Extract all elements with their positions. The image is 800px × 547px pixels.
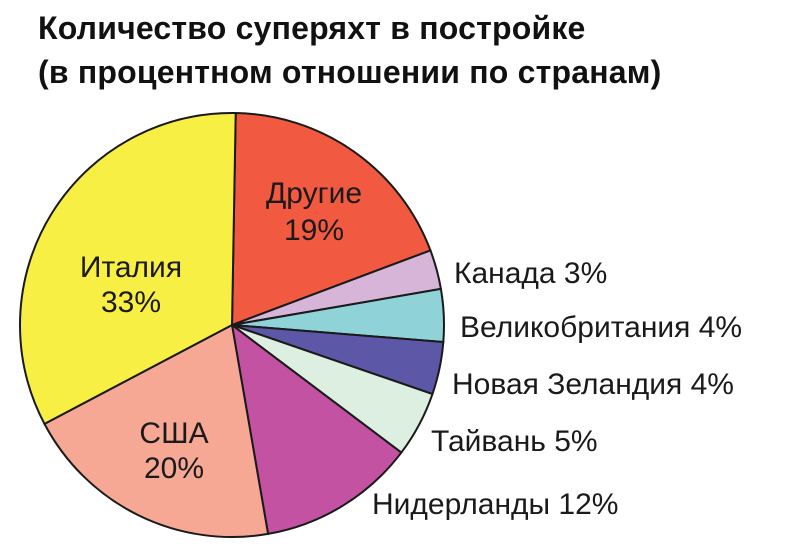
slice-label-4: Тайвань 5% bbox=[431, 425, 598, 458]
chart-title: Количество суперяхт в постройке (в проце… bbox=[38, 6, 661, 94]
pie-slice-0 bbox=[230, 112, 432, 327]
pie-slice-6 bbox=[43, 323, 270, 539]
slice-value-label-0: 19% bbox=[284, 214, 344, 247]
slice-label-5: Нидерланды 12% bbox=[372, 488, 618, 521]
pie-slices bbox=[19, 112, 445, 539]
slice-label-1: Канада 3% bbox=[454, 257, 607, 290]
slice-label-7: Италия bbox=[80, 251, 182, 284]
pie-slice-5 bbox=[230, 322, 403, 536]
slice-label-2: Великобритания 4% bbox=[460, 311, 742, 344]
slice-value-label-6: 20% bbox=[144, 452, 204, 485]
slice-label-0: Другие bbox=[266, 177, 362, 210]
chart-title-line-1: Количество суперяхт в постройке bbox=[38, 10, 586, 46]
slice-label-6: США bbox=[139, 417, 208, 450]
slice-label-3: Новая Зеландия 4% bbox=[452, 368, 734, 401]
chart-title-line-2: (в процентном отношении по странам) bbox=[38, 54, 662, 90]
pie-labels: Другие 19% Канада 3% Великобритания 4% Новая… bbox=[80, 177, 742, 521]
slice-value-label-7: 33% bbox=[101, 286, 161, 319]
pie-slice-7 bbox=[19, 112, 237, 426]
